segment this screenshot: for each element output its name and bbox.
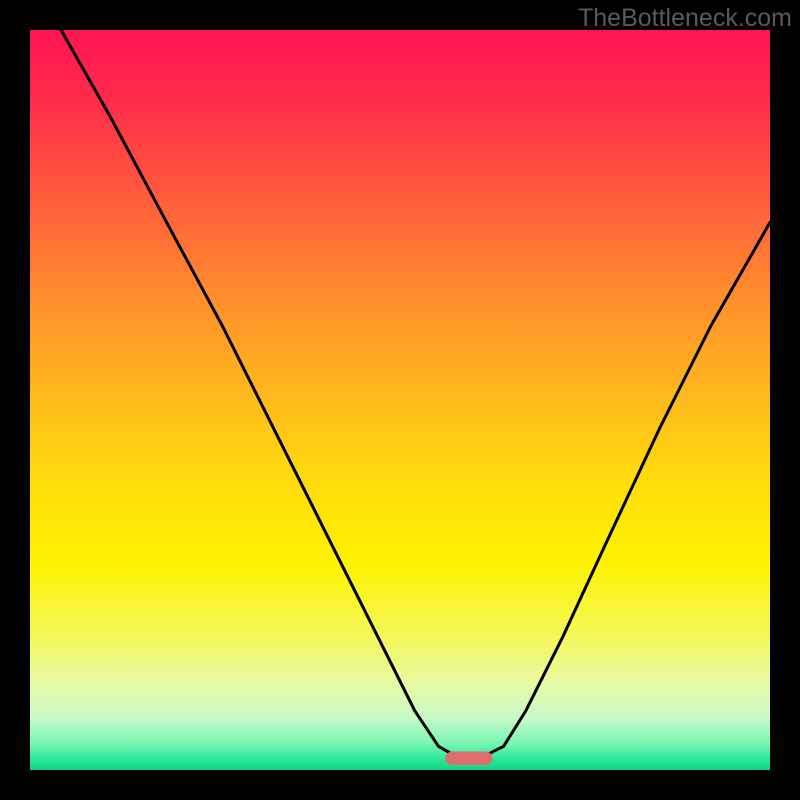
chart-stage: TheBottleneck.com <box>0 0 800 800</box>
gradient-heatmap <box>0 0 800 800</box>
